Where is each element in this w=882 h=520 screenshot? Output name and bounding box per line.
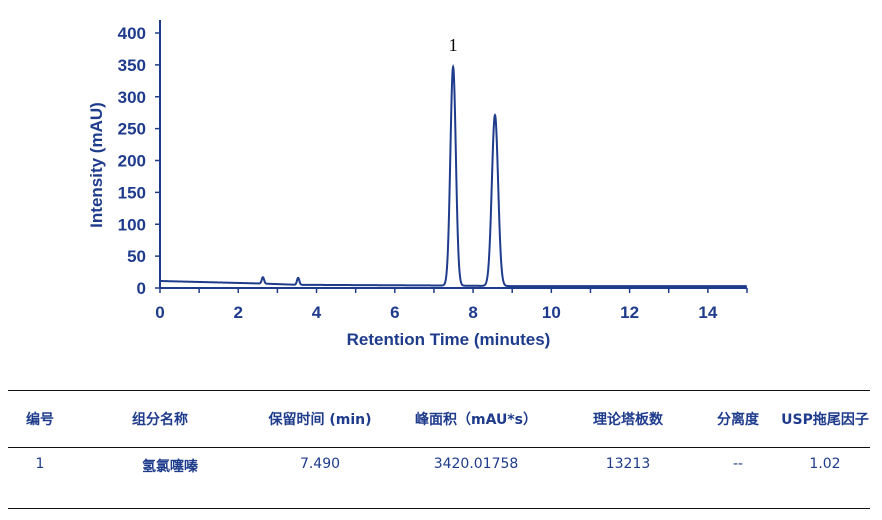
y-tick-label: 300 xyxy=(118,88,146,107)
y-tick-label: 0 xyxy=(137,279,146,298)
y-tick-label: 400 xyxy=(118,24,146,43)
chromatogram-chart: 0 50 100 150 200 250 300 350 400 0 2 4 6 8 10 12 14 Reten… xyxy=(87,20,748,349)
cell-no: 1 xyxy=(35,456,45,472)
x-tick-label: 0 xyxy=(155,303,164,322)
table-header-row: 编号 组分名称 保留时间 (min) 峰面积（mAU*s） 理论塔板数 分离度 … xyxy=(8,390,870,448)
chromatogram-trace xyxy=(160,63,747,288)
y-tick-label: 200 xyxy=(118,152,146,171)
header-peak-area: 峰面积（mAU*s） xyxy=(392,390,560,448)
results-table: 编号 组分名称 保留时间 (min) 峰面积（mAU*s） 理论塔板数 分离度 … xyxy=(8,390,870,483)
y-tick-label: 350 xyxy=(118,56,146,75)
header-tailing: USP拖尾因子 xyxy=(780,390,870,448)
x-tick-label: 14 xyxy=(698,303,717,322)
x-tick-label: 2 xyxy=(234,303,243,322)
cell-component: 氢氯噻嗪 xyxy=(142,459,198,475)
x-tick-label: 10 xyxy=(542,303,561,322)
cell-tailing: 1.02 xyxy=(809,456,841,472)
x-tick-label: 4 xyxy=(312,303,322,322)
header-retention-time: 保留时间 (min) xyxy=(248,390,392,448)
cell-peak-area: 3420.01758 xyxy=(433,456,519,472)
x-tick-label: 8 xyxy=(468,303,477,322)
peak-label: 1 xyxy=(449,35,458,55)
cell-resolution: -- xyxy=(732,456,744,472)
table-bottom-line xyxy=(8,508,870,509)
y-tick-label: 100 xyxy=(118,215,146,234)
header-component: 组分名称 xyxy=(72,390,248,448)
x-tick-label: 6 xyxy=(390,303,399,322)
cell-plates: 13213 xyxy=(605,456,651,472)
y-tick-label: 50 xyxy=(127,247,146,266)
x-tick-label: 12 xyxy=(620,303,639,322)
table-row: 1 氢氯噻嗪 7.490 3420.01758 13213 -- 1.02 xyxy=(8,448,870,484)
header-no: 编号 xyxy=(8,390,72,448)
y-axis-label: Intensity (mAU) xyxy=(87,102,106,228)
header-plates: 理论塔板数 xyxy=(560,390,696,448)
header-resolution: 分离度 xyxy=(696,390,780,448)
y-tick-label: 250 xyxy=(118,120,146,139)
x-axis-label: Retention Time (minutes) xyxy=(347,330,551,349)
y-tick-label: 150 xyxy=(118,183,146,202)
cell-retention-time: 7.490 xyxy=(299,456,341,472)
